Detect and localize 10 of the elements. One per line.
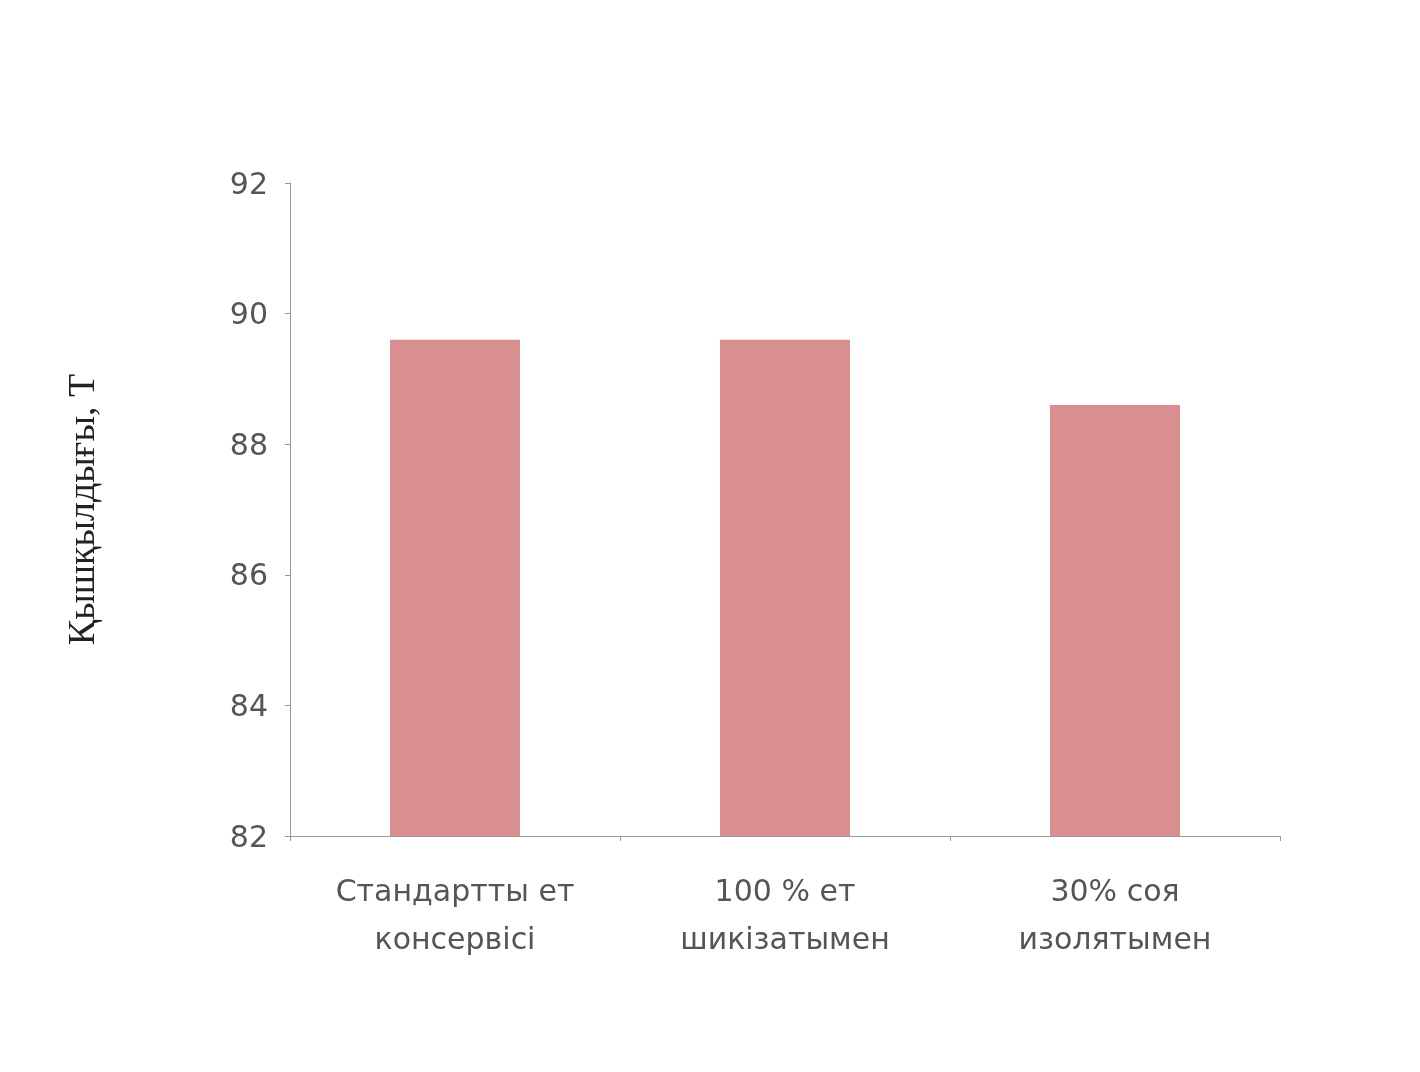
x-tick-label: Стандартты ет консервісі bbox=[335, 872, 575, 956]
x-tick-label: 100 % ет шикізатымен bbox=[680, 872, 890, 956]
y-tick-label: 90 bbox=[229, 296, 268, 332]
y-tick-label: 86 bbox=[229, 557, 268, 593]
y-tick-label: 82 bbox=[229, 818, 268, 854]
y-tick-label: 84 bbox=[229, 687, 268, 723]
y-axis-title: Қышқылдығы, Т bbox=[60, 373, 102, 646]
y-tick-label: 88 bbox=[229, 426, 268, 462]
x-tick-label: 30% соя изолятымен bbox=[1018, 872, 1212, 956]
y-tick-label: 92 bbox=[229, 165, 268, 201]
